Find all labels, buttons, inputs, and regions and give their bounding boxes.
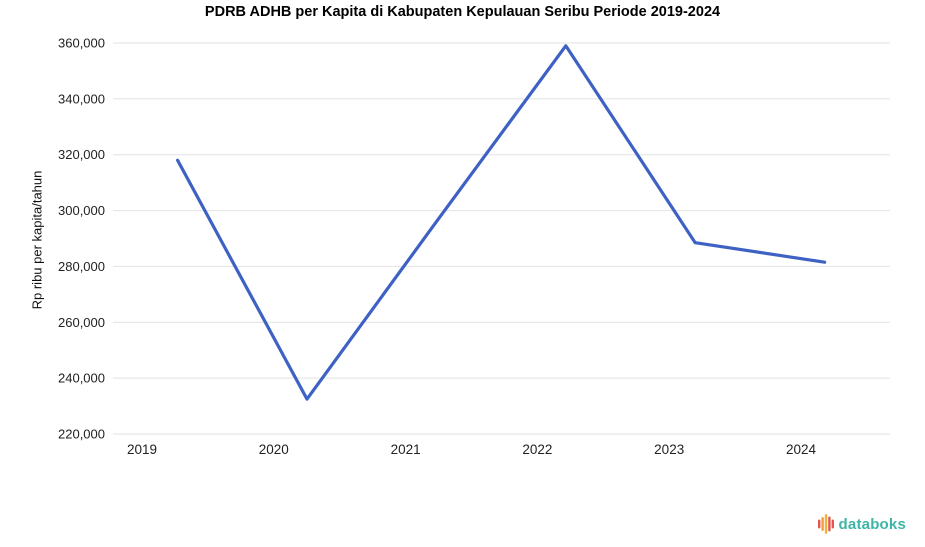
x-tick-label: 2022 (522, 442, 552, 457)
x-tick-label: 2020 (259, 442, 289, 457)
x-tick-label: 2023 (654, 442, 684, 457)
logo-bar (820, 517, 824, 531)
y-tick-label: 220,000 (58, 427, 105, 442)
x-tick-label: 2024 (786, 442, 817, 457)
x-tick-label: 2021 (391, 442, 421, 457)
databoks-bars-icon (817, 514, 834, 534)
y-tick-label: 340,000 (58, 91, 105, 106)
y-tick-label: 280,000 (58, 259, 105, 274)
logo-bar (824, 514, 827, 534)
chart-title: PDRB ADHB per Kapita di Kabupaten Kepula… (204, 4, 721, 20)
y-tick-label: 360,000 (58, 36, 105, 51)
logo-bar (831, 519, 834, 529)
y-tick-label: 260,000 (58, 315, 105, 330)
logo-bar (817, 519, 820, 529)
logo-bar (827, 516, 831, 532)
x-tick-label: 2019 (127, 442, 157, 457)
y-tick-label: 240,000 (58, 371, 105, 386)
data-line-series (176, 44, 827, 401)
databoks-logo-text: databoks (838, 515, 906, 533)
databoks-logo[interactable]: databoks (817, 512, 906, 536)
y-tick-label: 320,000 (58, 147, 105, 162)
y-tick-label: 300,000 (58, 203, 105, 218)
